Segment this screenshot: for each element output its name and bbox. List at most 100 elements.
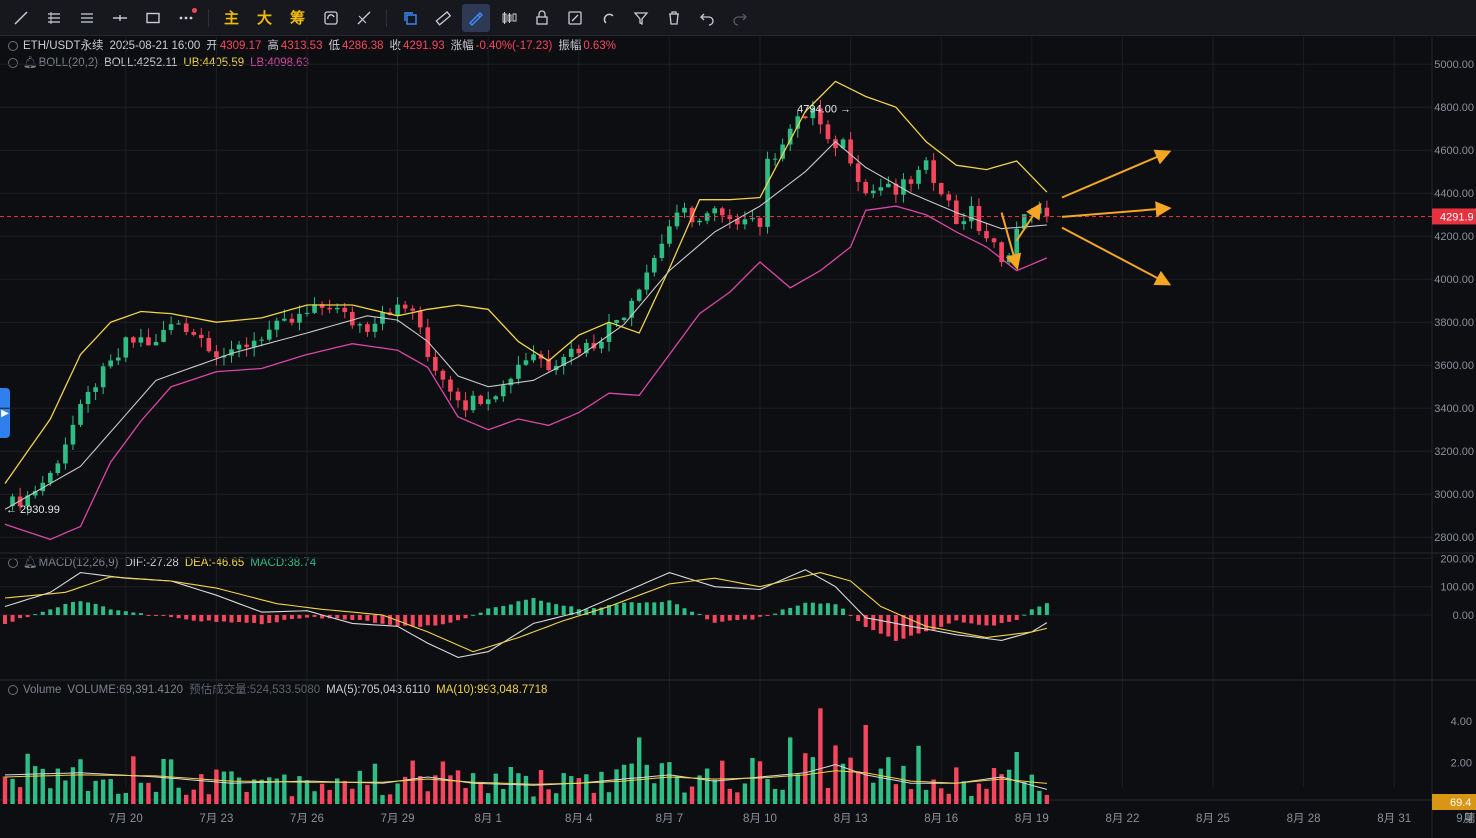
macd-histogram-bar	[629, 602, 634, 615]
volume-bar	[1044, 794, 1050, 804]
copy-drawing-icon[interactable]	[396, 4, 424, 32]
macd-histogram-bar	[659, 602, 664, 615]
macd-histogram-bar	[131, 612, 136, 615]
horizontal-lines-icon[interactable]	[73, 4, 101, 32]
trend-arrow	[1061, 149, 1172, 199]
volume-bar	[116, 793, 121, 804]
candle-body	[334, 307, 340, 310]
macd-histogram-bar	[818, 603, 823, 615]
trash-icon[interactable]	[660, 4, 688, 32]
volume-bar	[335, 778, 340, 804]
macd-histogram-bar	[909, 614, 913, 636]
cycle-icon[interactable]	[317, 4, 345, 32]
candle-body	[365, 324, 370, 332]
kline-chart[interactable]: 5000.00 4800.00 4600.00 4400.00 4200.00 4000.…	[0, 37, 1476, 838]
macd-histogram-bar	[410, 614, 415, 626]
filter-icon[interactable]	[627, 4, 655, 32]
brush-icon[interactable]	[461, 3, 490, 32]
candle-body	[85, 391, 91, 405]
date-axis-label: 8月 25	[1196, 813, 1230, 825]
candle-body	[742, 219, 748, 225]
collapse-toggle-icon[interactable]	[8, 58, 18, 68]
candle-body	[297, 313, 302, 323]
candle-body	[32, 491, 38, 496]
ruler-icon[interactable]	[429, 4, 457, 32]
candle-body	[236, 344, 242, 350]
volume-bar	[810, 757, 816, 804]
candles-icon[interactable]	[495, 4, 523, 32]
volume-bar	[1006, 769, 1012, 804]
macd-histogram-bar	[463, 614, 468, 619]
volume-bar	[689, 786, 695, 804]
candle-body	[659, 243, 665, 258]
low-label: 低	[328, 40, 340, 52]
volume-bar	[153, 791, 159, 804]
volume-bar	[63, 780, 68, 804]
candle-body	[55, 463, 61, 473]
measure-icon[interactable]	[350, 4, 378, 32]
horizontal-ray-icon[interactable]	[106, 4, 134, 32]
candle-body	[667, 226, 672, 244]
volume-bar	[1022, 781, 1027, 804]
volume-bar	[984, 788, 989, 804]
candle-body	[818, 108, 823, 125]
candle-body	[176, 323, 181, 325]
volume-bar	[629, 763, 634, 804]
candle-body	[100, 366, 106, 388]
candle-body	[825, 124, 831, 140]
volume-ma10-line	[4, 770, 1047, 785]
price-tick-label: 3400.00	[1434, 403, 1474, 415]
price-tick-label: 3800.00	[1434, 317, 1474, 329]
bell-icon[interactable]: 🔔︎	[23, 557, 38, 569]
candle-body	[1014, 228, 1019, 256]
macd-histogram-bar	[493, 607, 498, 615]
trend-arrow	[1061, 201, 1172, 218]
macd-histogram-bar	[644, 602, 649, 615]
macd-histogram-bar	[1044, 603, 1049, 615]
macd-histogram-bar	[916, 614, 921, 634]
candle-body	[523, 360, 529, 365]
rectangle-icon[interactable]	[139, 4, 167, 32]
side-panel-toggle[interactable]: ▶	[0, 388, 10, 438]
magnet-icon[interactable]	[594, 4, 622, 32]
candle-body	[508, 378, 514, 386]
volume-bar	[757, 761, 763, 804]
macd-histogram-bar	[614, 604, 619, 615]
bell-icon[interactable]: 🔔︎	[23, 57, 38, 69]
volume-bar	[25, 753, 30, 804]
volume-bar	[772, 788, 778, 804]
parallel-channel-icon[interactable]	[40, 4, 68, 32]
macd-histogram-bar	[154, 614, 158, 616]
macd-histogram-bar	[229, 614, 234, 623]
candle-body	[923, 160, 929, 170]
chips-button[interactable]: 筹	[289, 10, 305, 27]
date-axis-label: 8月 31	[1377, 813, 1411, 825]
main-chart-button[interactable]: 主	[223, 10, 239, 27]
price-tick-label: 4800.00	[1434, 102, 1474, 114]
low-value: 4286.38	[341, 40, 384, 52]
lock-icon[interactable]	[528, 4, 556, 32]
collapse-toggle-icon[interactable]	[8, 685, 18, 695]
date-axis-label: 8月 13	[834, 813, 868, 825]
macd-histogram-bar	[893, 614, 898, 641]
candle-body	[40, 482, 46, 492]
large-order-button[interactable]: 大	[256, 10, 272, 27]
macd-histogram-bar	[825, 603, 830, 615]
line-tool-icon[interactable]	[7, 4, 35, 32]
candle-body	[282, 318, 287, 321]
candle-body	[886, 183, 891, 188]
candle-body	[999, 242, 1004, 263]
volume-bar	[1014, 752, 1019, 804]
macd-histogram-bar	[622, 602, 627, 615]
edit-icon[interactable]	[561, 4, 589, 32]
macd-histogram-bar	[803, 602, 808, 615]
macd-histogram-bar	[992, 614, 997, 626]
date-axis-label: 8月 4	[565, 813, 593, 825]
undo-icon[interactable]	[693, 4, 721, 32]
macd-histogram-bar	[976, 614, 981, 625]
candle-body	[183, 323, 189, 333]
macd-histogram-bar	[267, 614, 272, 623]
macd-histogram-bar	[259, 614, 264, 625]
collapse-toggle-icon[interactable]	[8, 41, 18, 51]
more-tools-icon[interactable]	[172, 4, 200, 32]
